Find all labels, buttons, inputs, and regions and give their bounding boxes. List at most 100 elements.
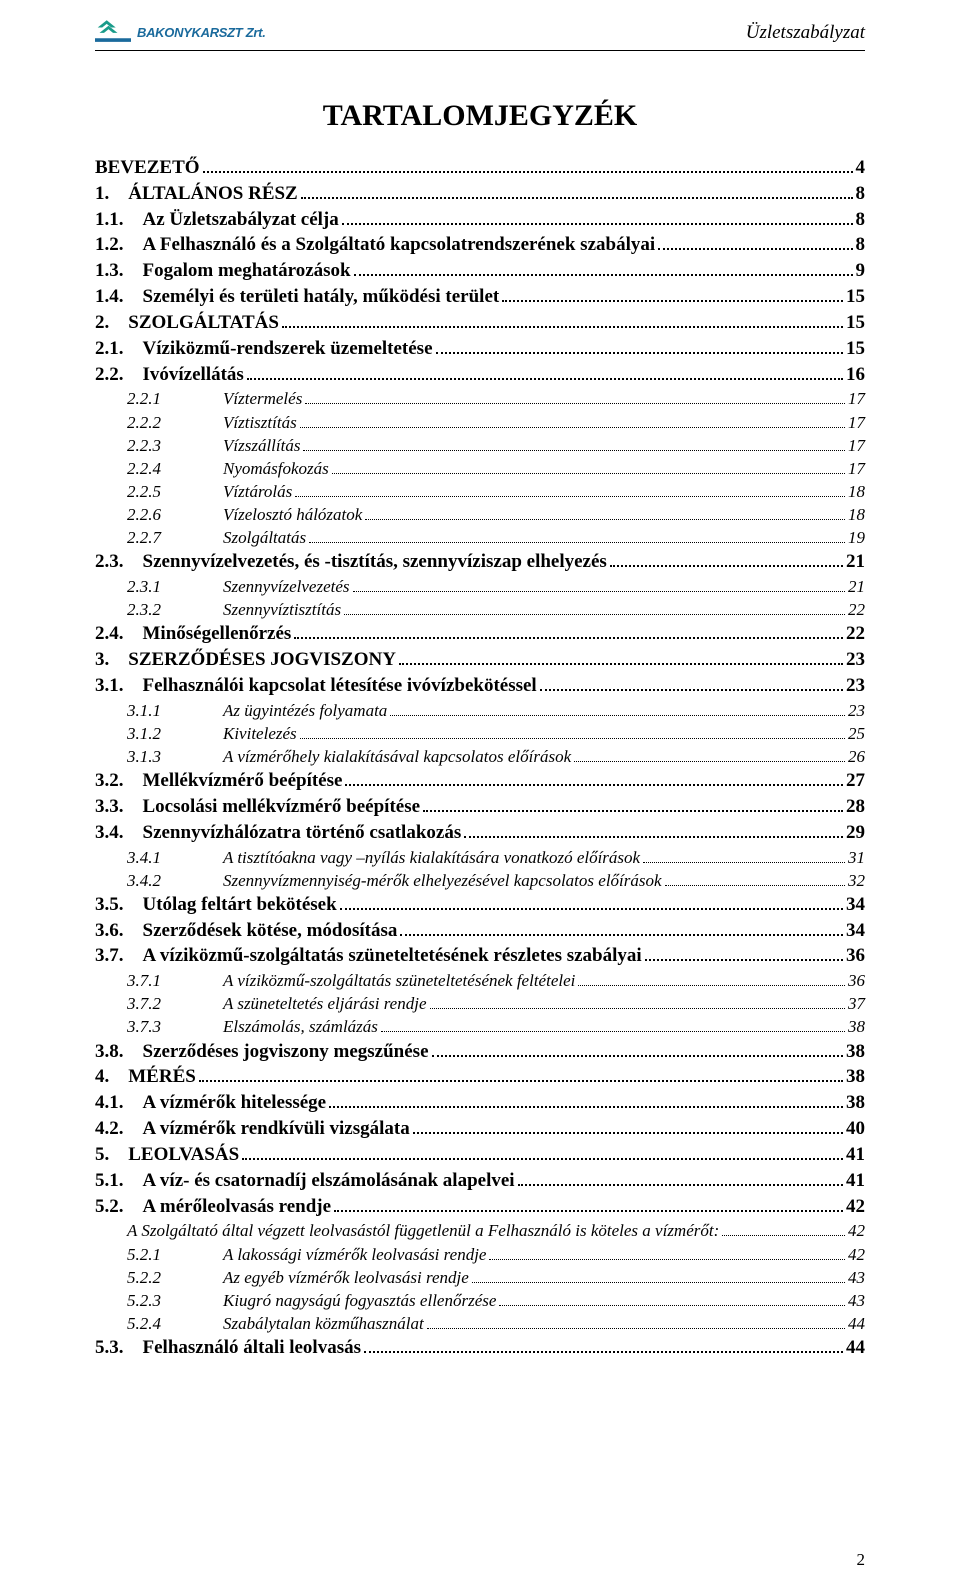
toc-leader [365,506,845,520]
toc-label: Mellékvízmérő beépítése [143,768,343,794]
toc-label: SZOLGÁLTATÁS [128,310,279,336]
toc-number: 3.3. [95,794,143,820]
toc-page: 37 [848,992,865,1015]
toc-row: 1.4. Személyi és területi hatály, működé… [95,284,865,310]
toc-row: 2.2.6Vízelosztó hálózatok 18 [95,503,865,526]
toc-leader [643,849,845,863]
toc-number: 3.8. [95,1039,143,1065]
toc-row: 5.2. A mérőleolvasás rendje 42 [95,1194,865,1220]
toc-row: 3.8. Szerződéses jogviszony megszűnése 3… [95,1039,865,1065]
toc-leader [400,920,843,935]
toc-label: Víztisztítás [223,411,297,434]
toc-leader [199,1067,843,1082]
toc-leader [432,1041,843,1056]
toc-page: 26 [848,745,865,768]
toc-number: 2.1. [95,336,143,362]
toc-row: 1.3. Fogalom meghatározások 9 [95,258,865,284]
toc-page: 43 [848,1266,865,1289]
toc-row: 5.2.4Szabálytalan közműhasználat 44 [95,1312,865,1335]
toc-page: 15 [846,310,865,336]
company-logo: BAKONYKARSZT Zrt. [95,18,266,46]
toc-row: 2.3.1Szennyvízelvezetés 21 [95,575,865,598]
toc-page: 17 [848,387,865,410]
toc-leader [518,1171,843,1186]
toc-page: 32 [848,869,865,892]
toc-leader [658,235,852,250]
toc-leader [295,483,845,497]
toc-page: 42 [848,1219,865,1242]
toc-label: Szerződések kötése, módosítása [143,918,398,944]
toc-label: Kivitelezés [223,722,297,745]
toc-leader [203,158,853,173]
toc-number: 5.2.2 [127,1266,223,1289]
toc-row: 3.1. Felhasználói kapcsolat létesítése i… [95,673,865,699]
toc-label: Víziközmű-rendszerek üzemeltetése [143,336,433,362]
toc-leader [329,1093,843,1108]
toc-number: 2.2.4 [127,457,223,480]
toc-number: 3.1.3 [127,745,223,768]
toc-page: 41 [846,1168,865,1194]
toc-label: Szennyvízhálózatra történő csatlakozás [143,820,462,846]
toc-number: 3. [95,647,128,673]
toc-page: 36 [848,969,865,992]
toc-row: 3.3. Locsolási mellékvízmérő beépítése 2… [95,794,865,820]
toc-page: 17 [848,457,865,480]
toc-page: 44 [848,1312,865,1335]
toc-leader [334,1196,843,1211]
toc-label: BEVEZETŐ [95,155,200,181]
toc-leader [364,1338,843,1353]
toc-leader [294,624,843,639]
toc-row: BEVEZETŐ 4 [95,155,865,181]
toc-page: 34 [846,918,865,944]
toc-number: 3.7. [95,943,143,969]
toc-label: Víztermelés [223,387,302,410]
toc-page: 23 [848,699,865,722]
toc-number: 5.2.3 [127,1289,223,1312]
toc-label: A Szolgáltató által végzett leolvasástól… [127,1219,719,1242]
toc-number: 1.3. [95,258,143,284]
toc-page: 16 [846,362,865,388]
toc-label: A víziközmű-szolgáltatás szüneteltetésén… [143,943,642,969]
toc-leader [340,895,843,910]
toc-row: A Szolgáltató által végzett leolvasástól… [95,1219,865,1242]
toc-row: 3.1.3A vízmérőhely kialakításával kapcso… [95,745,865,768]
toc-page: 38 [846,1039,865,1065]
toc-row: 3.1.1Az ügyintézés folyamata 23 [95,699,865,722]
toc-label: A Felhasználó és a Szolgáltató kapcsolat… [143,232,656,258]
toc-page: 38 [848,1015,865,1038]
toc-number: 2.2.2 [127,411,223,434]
toc-label: Locsolási mellékvízmérő beépítése [143,794,421,820]
toc-number: 4.2. [95,1116,143,1142]
toc-label: SZERZŐDÉSES JOGVISZONY [128,647,396,673]
toc-number: 1.2. [95,232,143,258]
toc-label: A víziközmű-szolgáltatás szüneteltetésén… [223,969,575,992]
toc-number: 2.2.5 [127,480,223,503]
toc-row: 3.7.1A víziközmű-szolgáltatás szünetelte… [95,969,865,992]
toc-row: 2.4. Minőségellenőrzés 22 [95,621,865,647]
toc-row: 2.2.4Nyomásfokozás 17 [95,457,865,480]
toc-label: Nyomásfokozás [223,457,329,480]
toc-number: 3.5. [95,892,143,918]
toc-label: Felhasználó általi leolvasás [143,1335,362,1361]
toc-row: 5.3. Felhasználó általi leolvasás 44 [95,1335,865,1361]
toc-label: ÁLTALÁNOS RÉSZ [128,181,297,207]
toc-row: 5.1. A víz- és csatornadíj elszámolásána… [95,1168,865,1194]
toc-page: 44 [846,1335,865,1361]
toc-page: 4 [856,155,866,181]
toc-leader [499,1292,845,1306]
toc-leader [300,725,845,739]
toc-page: 23 [846,647,865,673]
toc-page: 18 [848,503,865,526]
toc-label: A vízmérőhely kialakításával kapcsolatos… [223,745,571,768]
toc-leader [578,973,845,987]
toc-row: 2.2.3Vízszállítás 17 [95,434,865,457]
toc-number: 3.6. [95,918,143,944]
toc-leader [502,287,843,302]
toc-number: 2. [95,310,128,336]
toc-leader [399,650,843,665]
toc-row: 1.2. A Felhasználó és a Szolgáltató kapc… [95,232,865,258]
toc-number: 2.2.3 [127,434,223,457]
toc-leader [540,676,843,691]
toc-number: 2.3.1 [127,575,223,598]
toc-row: 3. SZERZŐDÉSES JOGVISZONY 23 [95,647,865,673]
